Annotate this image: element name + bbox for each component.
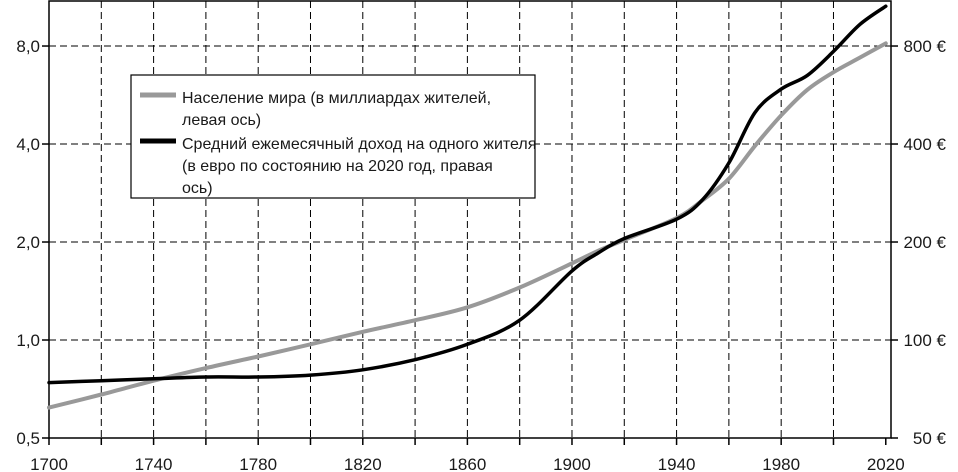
grid bbox=[49, 1, 891, 438]
tick-marks bbox=[42, 45, 898, 445]
series-layer bbox=[47, 4, 888, 410]
x-tick-label: 1860 bbox=[448, 455, 486, 472]
y-right-tick-label: 800 € bbox=[903, 37, 946, 56]
y-right-tick-label: 100 € bbox=[903, 331, 946, 350]
x-tick-label: 1820 bbox=[344, 455, 382, 472]
legend-entry-population: Население мира (в миллиардах жителей, лев… bbox=[182, 90, 491, 129]
y-right-tick-label: 400 € bbox=[903, 135, 946, 154]
legend-box bbox=[130, 74, 536, 199]
y-left-tick-label: 4,0 bbox=[16, 135, 40, 154]
legend: Население мира (в миллиардах жителей, лев… bbox=[130, 74, 536, 199]
y-left-tick-label: 0,5 bbox=[16, 429, 40, 448]
plot-frame bbox=[48, 0, 892, 439]
y-left-tick-label: 2,0 bbox=[16, 233, 40, 252]
y-right-tick-label: 50 € bbox=[913, 429, 947, 448]
left-axis-labels: 0,5 1,0 2,0 4,0 8,0 bbox=[16, 37, 40, 448]
x-tick-label: 1980 bbox=[762, 455, 800, 472]
x-tick-label: 1900 bbox=[553, 455, 591, 472]
x-tick-label: 1740 bbox=[135, 455, 173, 472]
series-line-population bbox=[47, 41, 888, 410]
x-tick-label: 1940 bbox=[658, 455, 696, 472]
x-axis-labels: 1700 1740 1780 1820 1860 1900 1940 1980 … bbox=[30, 455, 905, 472]
x-tick-label: 2020 bbox=[867, 455, 905, 472]
y-left-tick-label: 8,0 bbox=[16, 37, 40, 56]
right-axis-labels: 50 € 100 € 200 € 400 € 800 € bbox=[903, 37, 946, 448]
legend-entry-income: Средний ежемесячный доход на одного жите… bbox=[182, 136, 536, 197]
x-tick-label: 1700 bbox=[30, 455, 68, 472]
series-line-income bbox=[47, 4, 888, 385]
y-left-tick-label: 1,0 bbox=[16, 331, 40, 350]
x-tick-label: 1780 bbox=[239, 455, 277, 472]
y-right-tick-label: 200 € bbox=[903, 233, 946, 252]
